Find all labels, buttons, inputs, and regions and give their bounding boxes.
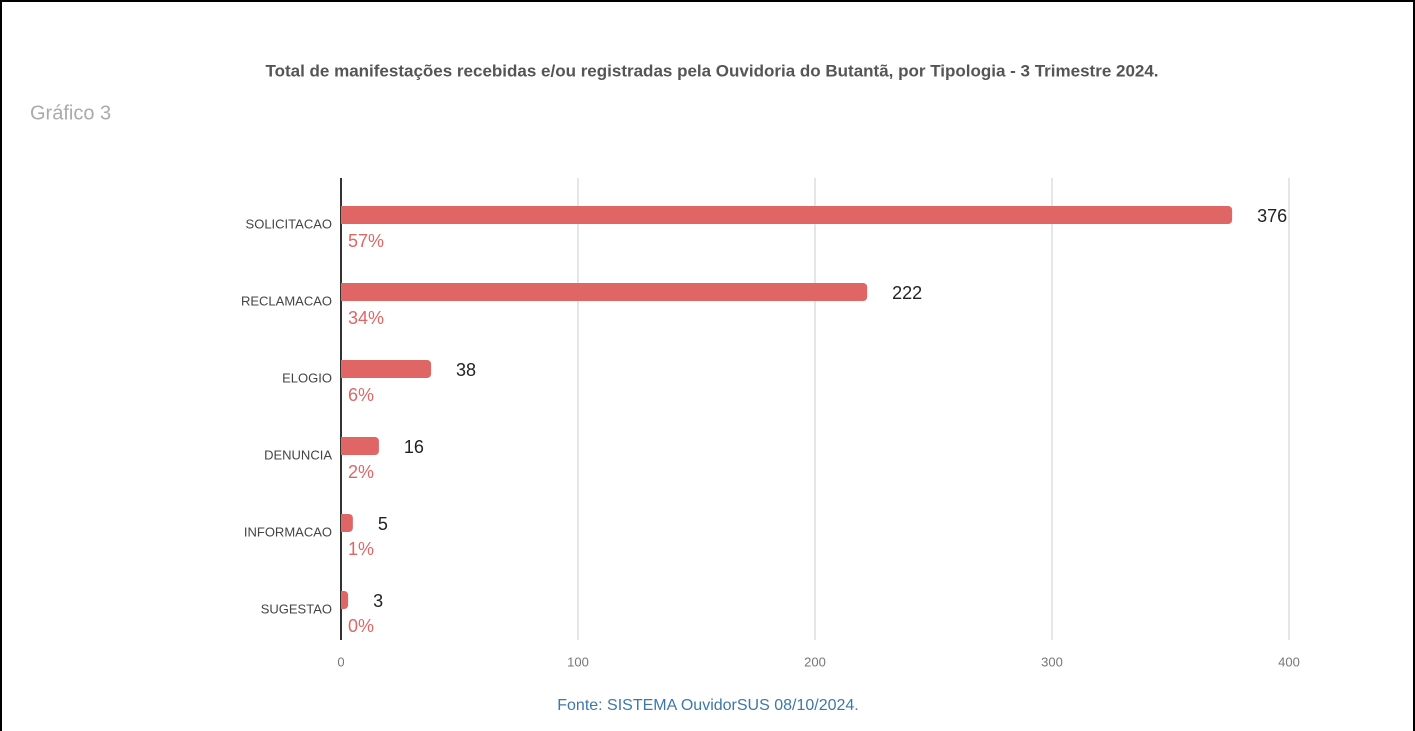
bar — [341, 514, 353, 532]
percent-label: 57% — [348, 231, 384, 251]
chart-subtitle: Gráfico 3 — [30, 102, 111, 124]
chart-title: Total de manifestações recebidas e/ou re… — [265, 61, 1158, 80]
value-label: 3 — [373, 591, 383, 611]
bar — [341, 360, 432, 378]
y-tick-label: RECLAMACAO — [241, 293, 332, 308]
percent-label: 1% — [348, 539, 374, 559]
source-note: Fonte: SISTEMA OuvidorSUS 08/10/2024. — [557, 697, 859, 714]
y-tick-label: INFORMACAO — [244, 524, 332, 539]
value-label: 38 — [456, 360, 476, 380]
bar — [341, 206, 1233, 224]
x-tick-label: 100 — [567, 654, 589, 669]
y-tick-label: ELOGIO — [282, 370, 332, 385]
percent-label: 34% — [348, 308, 384, 328]
y-tick-label: DENUNCIA — [264, 447, 332, 462]
percent-label: 2% — [348, 462, 374, 482]
value-label: 376 — [1257, 206, 1287, 226]
y-tick-label: SUGESTAO — [261, 601, 332, 616]
percent-label: 0% — [348, 616, 374, 636]
bar — [341, 283, 868, 301]
x-tick-label: 0 — [337, 654, 344, 669]
x-tick-label: 200 — [804, 654, 826, 669]
y-tick-label: SOLICITACAO — [246, 216, 332, 231]
value-label: 222 — [892, 283, 922, 303]
x-tick-label: 400 — [1278, 654, 1300, 669]
x-tick-label: 300 — [1041, 654, 1063, 669]
percent-label: 6% — [348, 385, 374, 405]
bar — [341, 437, 379, 455]
value-label: 5 — [378, 514, 388, 534]
bar — [341, 591, 349, 609]
value-label: 16 — [404, 437, 424, 457]
